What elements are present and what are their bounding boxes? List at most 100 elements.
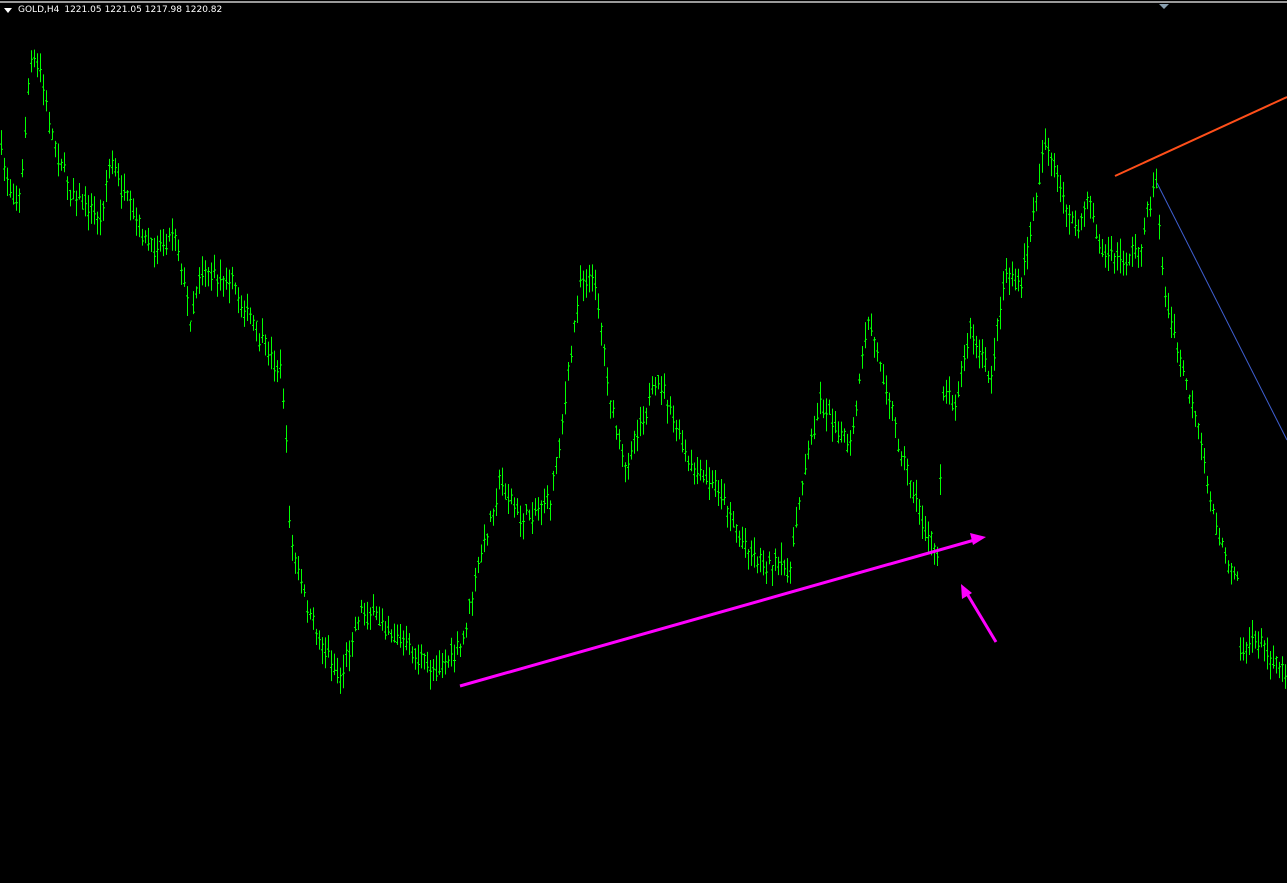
price-bar [879, 361, 882, 372]
price-bar [33, 49, 36, 68]
thin-trendline[interactable] [1156, 182, 1287, 441]
price-bar [1113, 253, 1116, 274]
price-bar [852, 417, 855, 435]
price-bar [810, 428, 813, 445]
price-bar [744, 528, 747, 558]
price-bar [741, 526, 744, 549]
price-bar [108, 158, 111, 179]
price-bar [882, 364, 885, 385]
price-bar [327, 635, 330, 658]
price-bar [222, 276, 225, 297]
price-bar [438, 650, 441, 675]
price-bar [846, 433, 849, 453]
support-trendline[interactable] [459, 537, 979, 688]
price-bar [1005, 257, 1008, 283]
price-bar [570, 345, 573, 363]
price-bar [1158, 214, 1161, 240]
price-bar [705, 459, 708, 485]
price-bar [759, 547, 762, 573]
price-bar [753, 537, 756, 568]
price-bar [1194, 410, 1197, 427]
price-bar [3, 157, 6, 181]
price-bar [732, 510, 735, 528]
price-bar [1266, 637, 1269, 670]
price-bar [381, 608, 384, 631]
price-bar [18, 188, 21, 213]
price-bar [1044, 128, 1047, 151]
price-bar [69, 189, 72, 207]
price-bar [777, 556, 780, 576]
price-bar [1011, 261, 1014, 287]
price-bar [582, 270, 585, 302]
price-bar [579, 265, 582, 288]
price-bar [408, 633, 411, 655]
price-bar [993, 337, 996, 371]
price-bar [1023, 243, 1026, 276]
chart-shift-marker-icon[interactable] [1159, 4, 1169, 9]
price-bar [57, 143, 60, 177]
price-bar [1191, 390, 1194, 419]
price-bar [114, 158, 117, 177]
price-bar [1074, 210, 1077, 237]
price-bar [1146, 201, 1149, 218]
arrow-icon[interactable] [964, 591, 998, 643]
price-bar [807, 440, 810, 460]
price-bar [1209, 491, 1212, 512]
price-bar [942, 386, 945, 401]
price-bar [828, 399, 831, 415]
price-bar [345, 642, 348, 668]
price-bar [861, 346, 864, 369]
price-bar [660, 376, 663, 405]
price-bar [501, 467, 504, 496]
price-bar [138, 214, 141, 238]
price-bar [891, 400, 894, 422]
price-bar [636, 419, 639, 452]
price-bar [495, 488, 498, 516]
price-bar [672, 405, 675, 433]
price-bar [204, 260, 207, 287]
price-bar [876, 342, 879, 362]
price-bar [66, 176, 69, 200]
price-bar [39, 53, 42, 83]
price-bar [1260, 628, 1263, 648]
price-bar [921, 505, 924, 540]
price-bar [798, 497, 801, 510]
price-bar [528, 509, 531, 521]
price-bar [399, 624, 402, 648]
price-bar [246, 293, 249, 321]
price-bar [726, 505, 729, 528]
price-bar [594, 269, 597, 301]
menu-triangle-icon[interactable] [4, 7, 12, 13]
price-bar [606, 367, 609, 396]
price-bar [1263, 640, 1266, 662]
price-bar [201, 256, 204, 286]
price-bar [900, 451, 903, 467]
price-bar [729, 501, 732, 532]
price-bar [1125, 252, 1128, 276]
price-bar [906, 458, 909, 486]
price-bar [387, 615, 390, 636]
resistance-trendline[interactable] [1114, 96, 1287, 177]
price-bar [633, 430, 636, 454]
price-bar [1185, 378, 1188, 390]
price-bar [525, 504, 528, 515]
price-bar [264, 334, 267, 356]
price-bar [963, 344, 966, 372]
price-bar [1170, 306, 1173, 338]
price-bar [9, 179, 12, 198]
price-bar [390, 629, 393, 643]
price-bar [342, 654, 345, 689]
price-bar [768, 551, 771, 565]
price-bar [1221, 537, 1224, 548]
price-bar [1278, 661, 1281, 679]
price-bar [537, 497, 540, 521]
price-bar [540, 500, 543, 526]
price-bar [717, 480, 720, 506]
price-bar [678, 419, 681, 440]
price-bar [1080, 213, 1083, 231]
price-bar [603, 344, 606, 367]
price-bar [1077, 219, 1080, 239]
price-bar [351, 632, 354, 657]
